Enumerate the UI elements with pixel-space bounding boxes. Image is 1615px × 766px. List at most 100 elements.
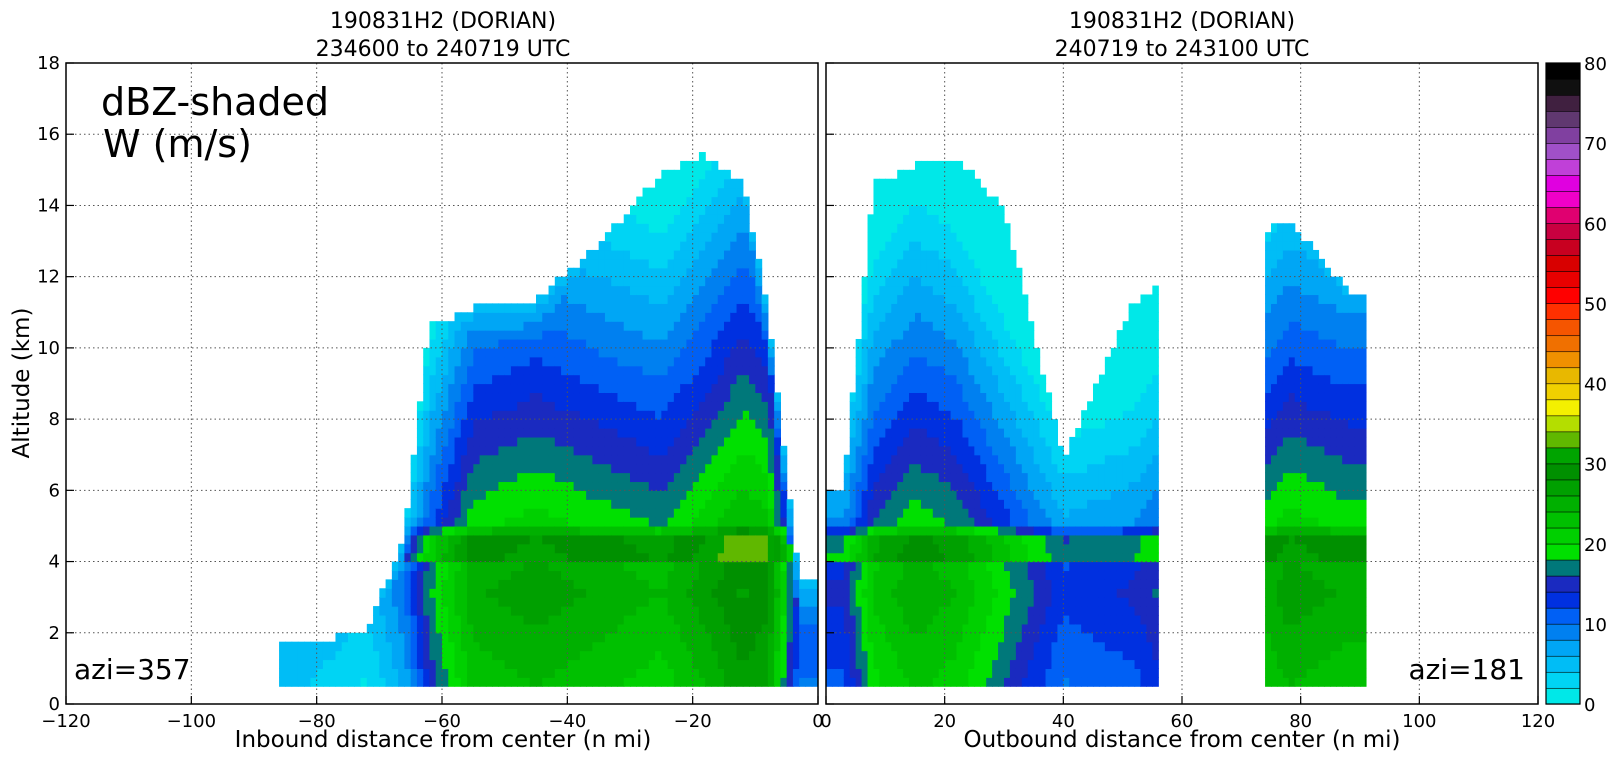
reflectivity-cell [429,419,436,429]
reflectivity-cell [787,579,794,589]
reflectivity-cell [655,464,662,474]
reflectivity-cell [542,464,549,474]
reflectivity-cell [680,197,687,207]
reflectivity-cell [624,499,631,509]
reflectivity-cell [862,330,869,340]
reflectivity-cell [574,312,581,322]
reflectivity-cell [986,268,993,278]
reflectivity-cell [530,588,537,598]
reflectivity-cell [909,303,916,313]
reflectivity-cell [586,384,593,394]
reflectivity-cell [903,205,910,215]
reflectivity-cell [505,357,512,367]
reflectivity-cell [755,410,762,420]
reflectivity-cell [668,499,675,509]
reflectivity-cell [1022,544,1029,554]
reflectivity-cell [705,677,712,687]
reflectivity-cell [718,651,725,661]
reflectivity-cell [455,366,462,376]
reflectivity-cell [897,633,904,643]
reflectivity-cell [826,508,833,518]
reflectivity-cell [686,214,693,224]
reflectivity-cell [903,562,910,572]
reflectivity-cell [1004,286,1011,296]
reflectivity-cell [599,401,606,411]
reflectivity-cell [705,223,712,233]
reflectivity-cell [921,677,928,687]
reflectivity-cell [743,303,750,313]
reflectivity-cell [915,437,922,447]
reflectivity-cell [897,384,904,394]
reflectivity-cell [429,366,436,376]
reflectivity-cell [903,633,910,643]
reflectivity-cell [661,303,668,313]
reflectivity-cell [1016,303,1023,313]
reflectivity-cell [617,615,624,625]
reflectivity-cell [856,366,863,376]
reflectivity-cell [951,366,958,376]
reflectivity-cell [921,259,928,269]
reflectivity-cell [927,188,934,198]
reflectivity-cell [927,214,934,224]
reflectivity-cell [423,464,430,474]
reflectivity-cell [392,633,399,643]
reflectivity-cell [730,392,737,402]
reflectivity-cell [909,232,916,242]
reflectivity-cell [567,642,574,652]
reflectivity-cell [968,366,975,376]
reflectivity-cell [1022,651,1029,661]
reflectivity-cell [448,624,455,634]
reflectivity-cell [586,294,593,304]
reflectivity-cell [680,232,687,242]
reflectivity-cell [423,517,430,527]
reflectivity-cell [530,508,537,518]
reflectivity-cell [962,508,969,518]
reflectivity-cell [643,205,650,215]
reflectivity-cell [992,419,999,429]
reflectivity-cell [1010,268,1017,278]
reflectivity-cell [404,668,411,678]
reflectivity-cell [945,508,952,518]
reflectivity-cell [921,419,928,429]
reflectivity-cell [586,473,593,483]
reflectivity-cell [711,303,718,313]
reflectivity-cell [498,321,505,331]
reflectivity-cell [680,579,687,589]
reflectivity-cell [461,366,468,376]
reflectivity-cell [442,446,449,456]
reflectivity-cell [885,446,892,456]
reflectivity-cell [455,659,462,669]
reflectivity-cell [862,544,869,554]
reflectivity-cell [743,499,750,509]
reflectivity-cell [617,401,624,411]
reflectivity-cell [718,499,725,509]
reflectivity-cell [486,517,493,527]
reflectivity-cell [1004,357,1011,367]
reflectivity-cell [354,651,361,661]
reflectivity-cell [774,668,781,678]
reflectivity-cell [661,232,668,242]
reflectivity-cell [699,223,706,233]
reflectivity-cell [517,517,524,527]
reflectivity-cell [467,651,474,661]
reflectivity-cell [605,277,612,287]
reflectivity-cell [599,562,606,572]
reflectivity-cell [1010,357,1017,367]
reflectivity-cell [945,553,952,563]
reflectivity-cell [1016,330,1023,340]
reflectivity-cell [1016,526,1023,536]
reflectivity-cell [555,428,562,438]
reflectivity-cell [844,544,851,554]
reflectivity-cell [555,321,562,331]
reflectivity-cell [768,517,775,527]
reflectivity-cell [1022,464,1029,474]
reflectivity-cell [737,366,744,376]
reflectivity-cell [903,437,910,447]
reflectivity-cell [1004,588,1011,598]
reflectivity-cell [762,419,769,429]
reflectivity-cell [617,250,624,260]
reflectivity-cell [885,419,892,429]
reflectivity-cell [711,615,718,625]
reflectivity-cell [951,268,958,278]
reflectivity-cell [879,455,886,465]
